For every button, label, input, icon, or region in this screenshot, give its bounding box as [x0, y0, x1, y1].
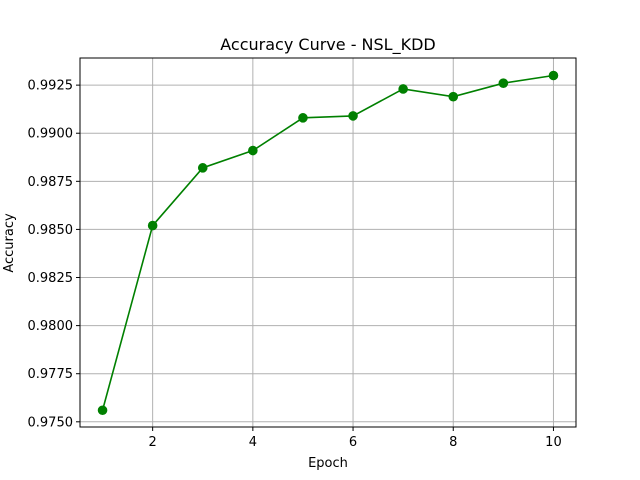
x-tick-label: 10	[545, 435, 562, 450]
axes-layer	[79, 57, 577, 428]
grid-layer	[80, 58, 576, 427]
x-tick-label: 6	[349, 435, 357, 450]
accuracy-point	[448, 91, 459, 102]
accuracy-point	[197, 163, 208, 173]
accuracy-point	[348, 111, 358, 121]
y-tick-label: 0.9925	[28, 79, 74, 94]
y-tick-label: 0.9850	[28, 223, 74, 238]
ticks-layer: 2 4 6 8 10 0.9750 0.9775 0.9800 0.9825 0.9850 0.98…	[28, 79, 562, 450]
y-tick-label: 0.9900	[28, 127, 74, 142]
y-tick-label: 0.9825	[28, 271, 74, 286]
accuracy-point	[548, 70, 559, 81]
x-tick-label: 4	[249, 435, 257, 450]
y-tick-label: 0.9800	[28, 319, 74, 334]
accuracy-line	[101, 74, 554, 411]
accuracy-point	[398, 84, 408, 94]
y-tick-label: 0.9750	[28, 415, 74, 430]
x-tick-label: 8	[449, 435, 457, 450]
accuracy-point	[97, 405, 108, 416]
y-tick-label: 0.9875	[28, 175, 74, 190]
y-tick-label: 0.9775	[28, 367, 74, 382]
accuracy-point	[498, 78, 509, 89]
plot-frame	[79, 57, 577, 428]
accuracy-point	[248, 145, 258, 156]
x-axis-label: Epoch	[308, 456, 348, 471]
accuracy-point	[147, 220, 158, 231]
y-axis-label: Accuracy	[2, 213, 17, 273]
series-layer	[97, 70, 559, 416]
x-tick-label: 2	[149, 435, 157, 450]
chart-title: Accuracy Curve - NSL_KDD	[220, 35, 435, 55]
accuracy-point	[298, 113, 308, 123]
